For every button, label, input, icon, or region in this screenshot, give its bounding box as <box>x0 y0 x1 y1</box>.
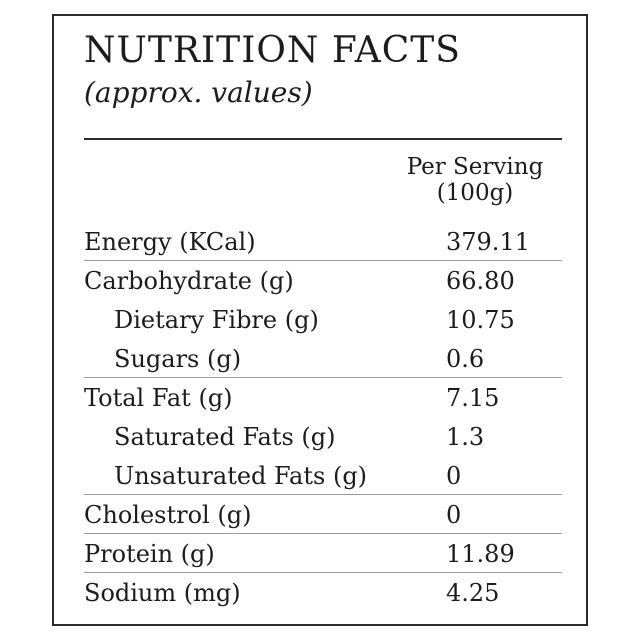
nutrient-value: 0 <box>446 462 462 490</box>
column-header-per-serving: Per Serving (100g) <box>400 154 550 206</box>
column-header-line-1: Per Serving <box>406 154 544 180</box>
nutrient-row-dietary-fibre: Dietary Fibre (g) 10.75 <box>84 300 562 339</box>
nutrient-label: Dietary Fibre (g) <box>114 306 319 334</box>
nutrient-row-energy: Energy (KCal) 379.11 <box>84 222 562 261</box>
nutrition-table: Energy (KCal) 379.11 Carbohydrate (g) 66… <box>84 222 562 612</box>
nutrient-row-carbohydrate: Carbohydrate (g) 66.80 <box>84 261 562 300</box>
nutrient-value: 11.89 <box>446 540 515 568</box>
nutrient-value: 10.75 <box>446 306 515 334</box>
nutrition-facts-panel: NUTRITION FACTS (approx. values) Per Ser… <box>52 14 588 626</box>
nutrient-label: Sodium (mg) <box>84 579 241 607</box>
nutrient-row-total-fat: Total Fat (g) 7.15 <box>84 378 562 417</box>
header-divider <box>84 138 562 140</box>
nutrient-value: 7.15 <box>446 384 500 412</box>
column-header-line-2: (100g) <box>436 180 514 206</box>
nutrient-row-sodium: Sodium (mg) 4.25 <box>84 573 562 612</box>
nutrient-label: Total Fat (g) <box>84 384 233 412</box>
nutrient-value: 1.3 <box>446 423 485 451</box>
nutrient-value: 66.80 <box>446 267 515 295</box>
nutrient-label: Saturated Fats (g) <box>114 423 336 451</box>
nutrient-row-saturated-fats: Saturated Fats (g) 1.3 <box>84 417 562 456</box>
nutrient-value: 4.25 <box>446 579 500 607</box>
nutrient-value: 379.11 <box>446 228 530 256</box>
panel-title: NUTRITION FACTS <box>84 30 461 71</box>
nutrient-label: Protein (g) <box>84 540 215 568</box>
nutrient-label: Unsaturated Fats (g) <box>114 462 368 490</box>
panel-subtitle: (approx. values) <box>84 76 313 109</box>
nutrient-row-unsaturated-fats: Unsaturated Fats (g) 0 <box>84 456 562 495</box>
nutrient-value: 0 <box>446 501 462 529</box>
nutrient-row-cholestrol: Cholestrol (g) 0 <box>84 495 562 534</box>
nutrient-row-protein: Protein (g) 11.89 <box>84 534 562 573</box>
nutrient-row-sugars: Sugars (g) 0.6 <box>84 339 562 378</box>
nutrient-value: 0.6 <box>446 345 485 373</box>
nutrient-label: Energy (KCal) <box>84 228 256 256</box>
nutrient-label: Sugars (g) <box>114 345 242 373</box>
nutrient-label: Carbohydrate (g) <box>84 267 294 295</box>
nutrient-label: Cholestrol (g) <box>84 501 252 529</box>
